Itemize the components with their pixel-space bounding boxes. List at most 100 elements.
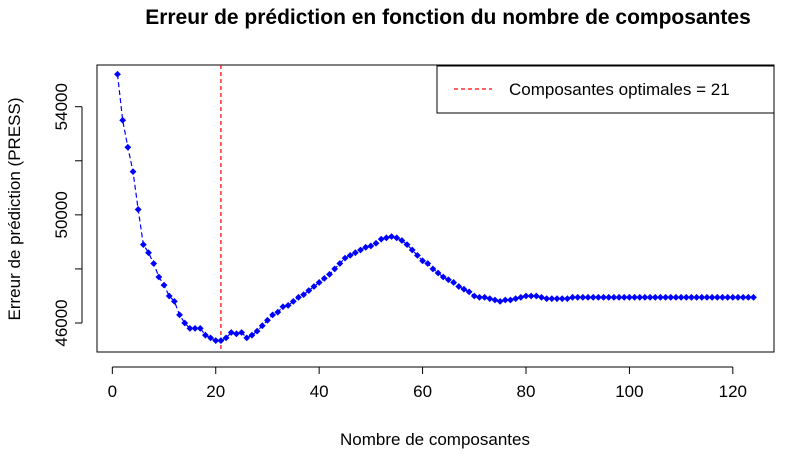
data-point — [734, 293, 742, 301]
data-point — [667, 293, 675, 301]
data-point — [403, 241, 411, 248]
data-point — [532, 292, 540, 300]
data-point — [408, 246, 416, 254]
data-point — [538, 293, 545, 301]
data-point — [615, 293, 623, 301]
data-point — [207, 334, 214, 342]
data-point — [600, 293, 607, 301]
data-point — [574, 293, 582, 301]
data-point — [693, 293, 701, 301]
data-point — [651, 293, 659, 301]
data-point — [589, 293, 597, 301]
data-point — [750, 293, 757, 301]
data-point — [155, 273, 163, 281]
data-point — [688, 293, 695, 301]
data-point — [579, 293, 587, 301]
data-point — [129, 168, 137, 175]
data-point — [139, 241, 147, 248]
data-point — [605, 293, 613, 301]
data-point — [569, 293, 576, 301]
data-point — [677, 293, 685, 301]
data-point — [662, 293, 669, 301]
data-point — [553, 295, 561, 303]
data-point — [253, 327, 261, 335]
data-point — [212, 337, 220, 344]
legend: Composantes optimales = 21 — [436, 65, 775, 114]
data-point — [300, 291, 308, 299]
y-tick-label: 50000 — [52, 191, 71, 238]
data-point — [202, 331, 209, 339]
data-point — [320, 274, 328, 282]
data-point — [512, 295, 520, 303]
data-point — [388, 233, 395, 240]
data-point — [419, 257, 426, 265]
data-point — [243, 334, 251, 342]
data-point — [124, 143, 132, 151]
x-tick-label: 80 — [517, 382, 536, 401]
data-point — [227, 329, 235, 336]
data-point — [522, 292, 530, 300]
data-point — [672, 293, 680, 301]
data-point — [636, 293, 644, 301]
data-point — [620, 293, 628, 301]
data-point — [398, 237, 406, 244]
data-point — [346, 252, 354, 259]
data-point — [486, 295, 494, 303]
data-point — [367, 242, 375, 250]
data-point — [310, 283, 318, 290]
data-point — [145, 249, 152, 257]
data-point — [176, 311, 183, 319]
data-point — [295, 293, 302, 301]
data-point — [434, 269, 442, 277]
data-point — [134, 206, 142, 213]
data-point — [460, 285, 468, 293]
data-point — [491, 296, 499, 304]
data-point — [682, 293, 690, 301]
plot-frame — [96, 64, 775, 353]
data-point — [258, 322, 266, 330]
chart-title: Erreur de prédiction en fonction du nomb… — [145, 6, 751, 29]
data-point — [160, 281, 168, 289]
data-point — [217, 337, 225, 344]
legend-box — [436, 65, 775, 114]
data-point — [362, 243, 370, 251]
data-point — [248, 331, 256, 339]
data-point — [393, 234, 401, 242]
data-point — [382, 234, 390, 242]
data-point — [548, 295, 556, 303]
data-point — [631, 293, 638, 301]
data-point — [719, 293, 726, 301]
data-point — [341, 254, 349, 262]
data-point — [558, 295, 566, 303]
data-point — [186, 325, 194, 332]
data-point — [196, 325, 204, 332]
data-point — [279, 303, 287, 311]
data-point — [476, 293, 483, 301]
data-point — [724, 293, 732, 301]
data-point — [372, 239, 380, 247]
y-tick-label: 54000 — [52, 83, 71, 130]
data-point — [326, 270, 333, 278]
data-point — [233, 330, 240, 338]
data-point — [269, 311, 277, 319]
data-point — [181, 319, 189, 327]
data-point — [336, 260, 344, 267]
data-point — [729, 293, 737, 301]
data-point — [439, 273, 447, 281]
data-point — [445, 276, 452, 284]
data-point — [289, 297, 297, 305]
data-point — [357, 246, 364, 254]
plot-area: 0 20 40 60 80 100 120 46000 50000 54000 — [52, 64, 775, 401]
data-point — [119, 116, 127, 124]
x-tick-label: 0 — [108, 382, 117, 401]
data-point — [377, 235, 385, 243]
data-point — [626, 293, 633, 301]
series-line — [116, 74, 754, 342]
data-point — [739, 293, 747, 301]
data-point — [274, 308, 282, 316]
data-point — [481, 293, 489, 301]
data-point — [191, 325, 199, 332]
y-tick-label: 46000 — [52, 299, 71, 346]
data-point — [507, 296, 514, 304]
